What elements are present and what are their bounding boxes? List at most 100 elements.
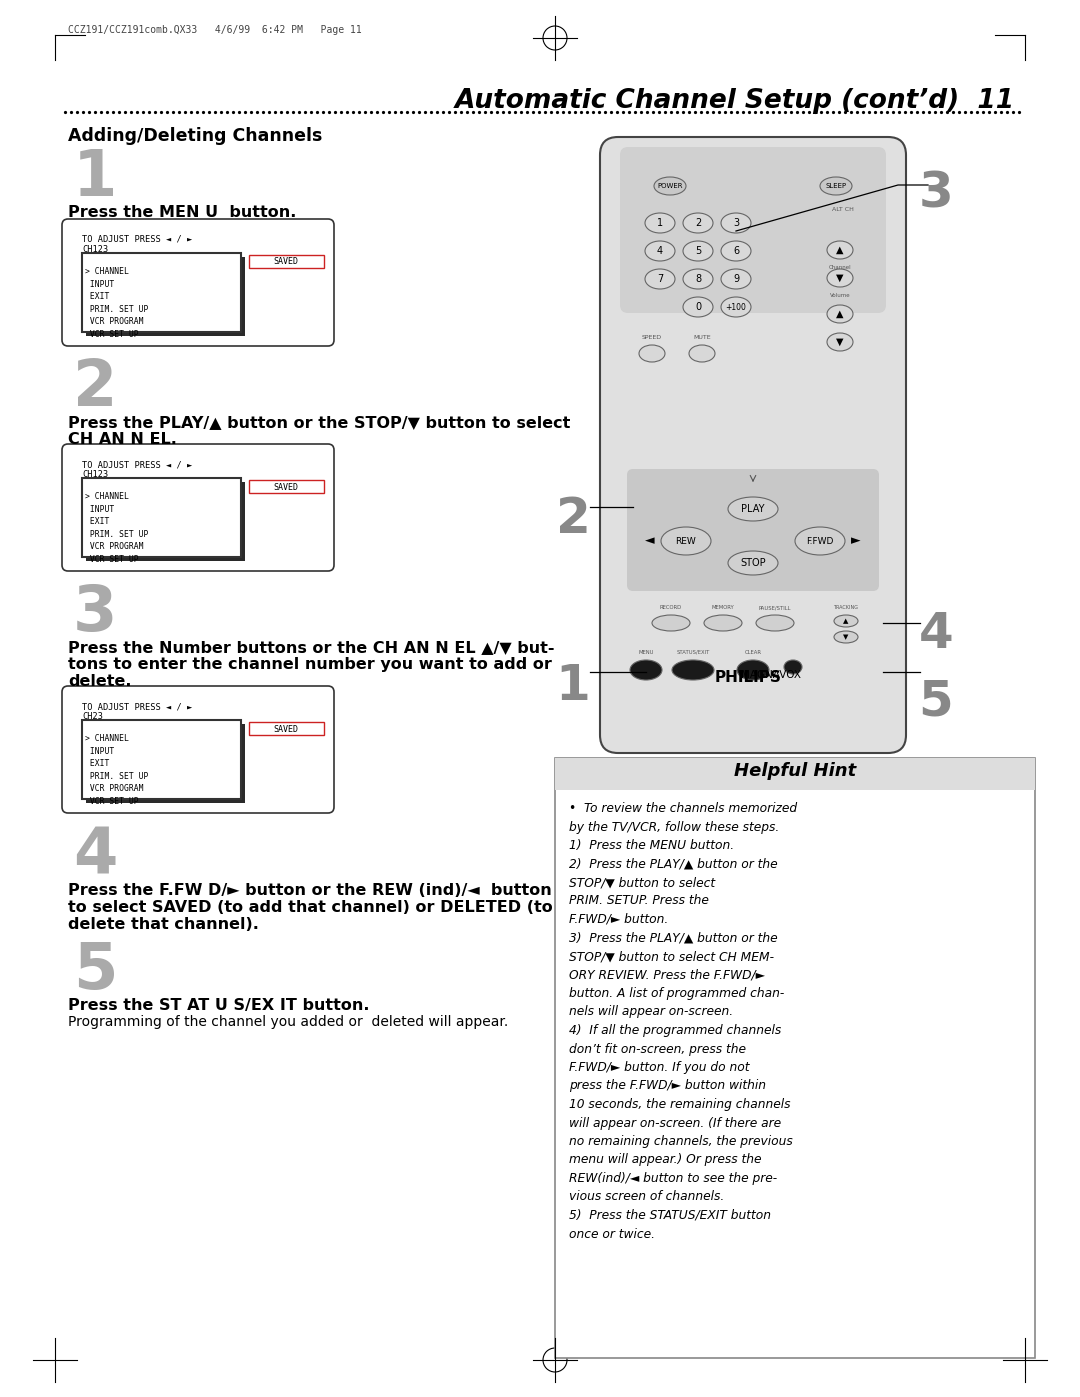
Text: ◄: ◄ bbox=[645, 535, 654, 548]
Text: F.FWD/► button. If you do not: F.FWD/► button. If you do not bbox=[569, 1060, 750, 1074]
Text: vious screen of channels.: vious screen of channels. bbox=[569, 1190, 725, 1203]
Text: once or twice.: once or twice. bbox=[569, 1228, 654, 1241]
Bar bbox=[555, 759, 1035, 789]
Ellipse shape bbox=[834, 631, 858, 643]
Ellipse shape bbox=[654, 177, 686, 196]
Text: PRIM. SET UP: PRIM. SET UP bbox=[85, 305, 148, 314]
Text: tons to enter the channel number you want to add or: tons to enter the channel number you wan… bbox=[68, 657, 552, 672]
Text: 1: 1 bbox=[657, 218, 663, 228]
Text: 4: 4 bbox=[73, 826, 118, 887]
Text: Helpful Hint: Helpful Hint bbox=[734, 761, 856, 780]
Text: 5: 5 bbox=[73, 940, 118, 1002]
Ellipse shape bbox=[652, 615, 690, 631]
Bar bbox=[555, 759, 1035, 1358]
Ellipse shape bbox=[756, 615, 794, 631]
Ellipse shape bbox=[834, 615, 858, 627]
Text: CH123: CH123 bbox=[82, 469, 108, 479]
Text: 6: 6 bbox=[733, 246, 739, 256]
Text: 4: 4 bbox=[657, 246, 663, 256]
Text: don’t fit on-screen, press the: don’t fit on-screen, press the bbox=[569, 1042, 746, 1056]
Ellipse shape bbox=[683, 242, 713, 261]
Text: 3: 3 bbox=[919, 170, 954, 218]
Text: 2)  Press the PLAY/▲ button or the: 2) Press the PLAY/▲ button or the bbox=[569, 858, 778, 870]
Text: no remaining channels, the previous: no remaining channels, the previous bbox=[569, 1134, 793, 1148]
Text: VCR PROGRAM: VCR PROGRAM bbox=[85, 542, 144, 552]
Ellipse shape bbox=[827, 242, 853, 258]
Text: VCR PROGRAM: VCR PROGRAM bbox=[85, 784, 144, 793]
Text: MAGNAVOX: MAGNAVOX bbox=[741, 671, 801, 680]
Text: 10 seconds, the remaining channels: 10 seconds, the remaining channels bbox=[569, 1098, 791, 1111]
Text: 1: 1 bbox=[555, 662, 591, 710]
Bar bbox=[86, 482, 244, 562]
Text: CH AN N EL.: CH AN N EL. bbox=[68, 432, 177, 447]
Text: Press the ST AT U S/EX IT button.: Press the ST AT U S/EX IT button. bbox=[68, 997, 369, 1013]
Ellipse shape bbox=[827, 305, 853, 323]
Ellipse shape bbox=[645, 270, 675, 289]
Bar bbox=[82, 719, 241, 799]
FancyBboxPatch shape bbox=[600, 137, 906, 753]
Ellipse shape bbox=[721, 270, 751, 289]
Text: ▼: ▼ bbox=[836, 272, 843, 284]
Text: STATUS/EXIT: STATUS/EXIT bbox=[676, 650, 710, 655]
FancyBboxPatch shape bbox=[627, 469, 879, 591]
Ellipse shape bbox=[827, 270, 853, 286]
Ellipse shape bbox=[721, 298, 751, 317]
Text: 2: 2 bbox=[555, 495, 591, 543]
Text: TO ADJUST PRESS ◄ / ►: TO ADJUST PRESS ◄ / ► bbox=[82, 235, 192, 244]
Text: MENU: MENU bbox=[638, 650, 653, 655]
Text: 3: 3 bbox=[73, 583, 118, 644]
Text: Press the MEN U  button.: Press the MEN U button. bbox=[68, 205, 296, 219]
Text: 8: 8 bbox=[694, 274, 701, 284]
Text: EXIT: EXIT bbox=[85, 759, 109, 768]
FancyBboxPatch shape bbox=[62, 686, 334, 813]
Text: VCR SET UP: VCR SET UP bbox=[85, 796, 138, 806]
Ellipse shape bbox=[683, 270, 713, 289]
Text: 1: 1 bbox=[73, 147, 118, 210]
Text: EXIT: EXIT bbox=[85, 517, 109, 527]
Text: REW: REW bbox=[676, 536, 697, 545]
Ellipse shape bbox=[689, 345, 715, 362]
Text: Adding/Deleting Channels: Adding/Deleting Channels bbox=[68, 127, 322, 145]
Text: ALT CH: ALT CH bbox=[832, 207, 854, 212]
Text: SLEEP: SLEEP bbox=[825, 183, 847, 189]
Text: PRIM. SETUP. Press the: PRIM. SETUP. Press the bbox=[569, 894, 708, 908]
Text: CH123: CH123 bbox=[82, 244, 108, 254]
Ellipse shape bbox=[683, 298, 713, 317]
Text: ORY REVIEW. Press the F.FWD/►: ORY REVIEW. Press the F.FWD/► bbox=[569, 968, 765, 982]
Text: 4)  If all the programmed channels: 4) If all the programmed channels bbox=[569, 1024, 781, 1037]
Ellipse shape bbox=[737, 659, 769, 680]
Bar bbox=[86, 257, 244, 337]
Text: •  To review the channels memorized: • To review the channels memorized bbox=[569, 802, 797, 814]
Text: MEMORY: MEMORY bbox=[712, 605, 734, 610]
Text: ▲: ▲ bbox=[836, 309, 843, 319]
Text: SAVED: SAVED bbox=[274, 725, 299, 733]
Ellipse shape bbox=[645, 212, 675, 233]
Ellipse shape bbox=[795, 527, 845, 555]
Ellipse shape bbox=[728, 497, 778, 521]
Text: CCZ191/CCZ191comb.QX33   4/6/99  6:42 PM   Page 11: CCZ191/CCZ191comb.QX33 4/6/99 6:42 PM Pa… bbox=[68, 25, 362, 35]
Text: TO ADJUST PRESS ◄ / ►: TO ADJUST PRESS ◄ / ► bbox=[82, 703, 192, 711]
Text: STOP/▼ button to select: STOP/▼ button to select bbox=[569, 876, 715, 888]
Text: nels will appear on-screen.: nels will appear on-screen. bbox=[569, 1006, 733, 1018]
Ellipse shape bbox=[683, 212, 713, 233]
Bar bbox=[248, 722, 324, 735]
Text: F.FWD: F.FWD bbox=[807, 536, 834, 545]
Text: 2: 2 bbox=[73, 358, 118, 419]
Text: ▲: ▲ bbox=[836, 244, 843, 256]
Text: EXIT: EXIT bbox=[85, 292, 109, 302]
Text: POWER: POWER bbox=[658, 183, 683, 189]
Text: > CHANNEL: > CHANNEL bbox=[85, 733, 129, 743]
Text: 2: 2 bbox=[694, 218, 701, 228]
Bar bbox=[82, 478, 241, 557]
Text: STOP/▼ button to select CH MEM-: STOP/▼ button to select CH MEM- bbox=[569, 950, 774, 963]
Text: by the TV/VCR, follow these steps.: by the TV/VCR, follow these steps. bbox=[569, 820, 780, 834]
Text: RECORD: RECORD bbox=[660, 605, 683, 610]
Text: PRIM. SET UP: PRIM. SET UP bbox=[85, 771, 148, 781]
Text: PRIM. SET UP: PRIM. SET UP bbox=[85, 529, 148, 539]
Text: F.FWD/► button.: F.FWD/► button. bbox=[569, 914, 669, 926]
Text: SAVED: SAVED bbox=[274, 257, 299, 267]
Text: Programming of the channel you added or  deleted will appear.: Programming of the channel you added or … bbox=[68, 1016, 509, 1030]
Text: Press the PLAY/▲ button or the STOP/▼ button to select: Press the PLAY/▲ button or the STOP/▼ bu… bbox=[68, 415, 570, 430]
Ellipse shape bbox=[721, 242, 751, 261]
Text: INPUT: INPUT bbox=[85, 746, 114, 756]
